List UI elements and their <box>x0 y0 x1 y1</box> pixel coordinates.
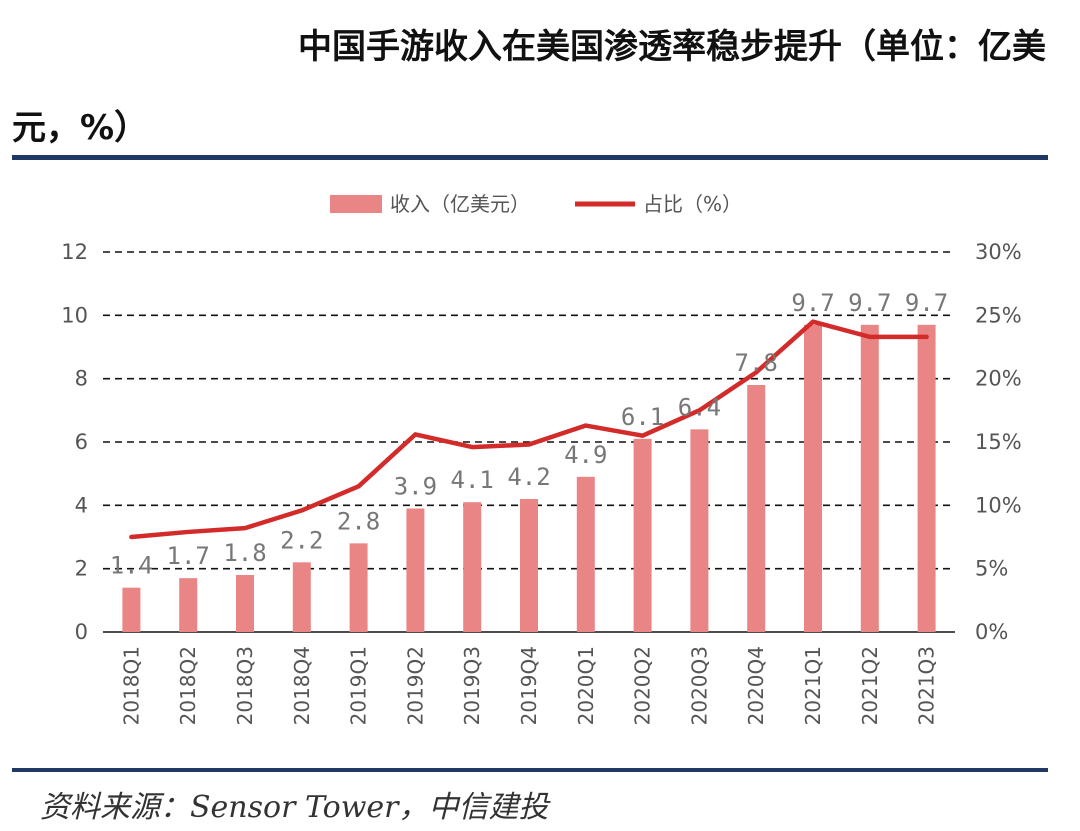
x-tick-label: 2021Q3 <box>915 646 939 725</box>
bar <box>122 587 141 632</box>
bar <box>406 508 425 632</box>
right-tick-label: 10% <box>975 493 1022 517</box>
data-label: 2.2 <box>280 526 323 554</box>
left-axis: 0 2 4 6 8 10 12 <box>61 240 88 644</box>
data-label: 2.8 <box>337 507 380 535</box>
x-tick-label: 2021Q1 <box>801 646 825 725</box>
bar <box>804 324 822 632</box>
left-tick-label: 6 <box>75 430 88 454</box>
bar <box>520 499 538 632</box>
legend: 收入（亿美元） 占比（%） <box>330 192 742 216</box>
data-label: 4.2 <box>507 463 550 491</box>
x-tick-label: 2020Q4 <box>744 646 768 725</box>
right-tick-label: 30% <box>975 240 1022 264</box>
x-axis: 2018Q1 2018Q2 2018Q3 2018Q4 2019Q1 2019Q2 2019… <box>119 646 938 725</box>
top-divider <box>12 155 1048 160</box>
bar <box>747 385 766 632</box>
x-tick-label: 2018Q4 <box>290 646 314 725</box>
combo-chart: 1.4 1.7 1.8 2.2 2.8 3.9 4.1 4.2 4.9 6.1 6.4 7.8 9.7 9… <box>61 192 1022 725</box>
x-tick-label: 2019Q4 <box>517 646 541 725</box>
x-tick-label: 2018Q1 <box>119 646 143 725</box>
x-tick-label: 2020Q2 <box>631 646 655 725</box>
data-label: 9.7 <box>848 289 891 317</box>
data-labels: 1.4 1.7 1.8 2.2 2.8 3.9 4.1 4.2 4.9 6.1 6.4 7.8 9.7 9… <box>110 289 949 580</box>
source-note: 资料来源：Sensor Tower，中信建投 <box>40 790 549 825</box>
legend-bar-label: 收入（亿美元） <box>390 192 530 216</box>
line-series <box>129 319 929 540</box>
left-tick-label: 4 <box>75 493 88 517</box>
share-line <box>129 319 929 540</box>
left-tick-label: 2 <box>75 557 88 581</box>
right-tick-label: 5% <box>975 557 1008 581</box>
right-tick-label: 25% <box>975 303 1022 327</box>
right-tick-label: 20% <box>975 367 1022 391</box>
chart-title: 中国手游收入在美国渗透率稳步提升（单位：亿美 <box>298 27 1046 67</box>
data-label: 1.4 <box>110 552 153 580</box>
x-tick-label: 2018Q3 <box>233 646 257 725</box>
data-label: 1.7 <box>167 542 210 570</box>
bar <box>860 324 879 632</box>
right-tick-label: 15% <box>975 430 1022 454</box>
x-tick-label: 2019Q3 <box>460 646 484 725</box>
x-tick-label: 2019Q1 <box>347 646 371 725</box>
bar <box>179 578 198 632</box>
bar <box>349 543 368 632</box>
data-label: 7.8 <box>735 349 778 377</box>
data-label: 9.7 <box>791 289 834 317</box>
data-label: 6.1 <box>621 403 664 431</box>
x-tick-label: 2020Q1 <box>574 646 598 725</box>
x-tick-label: 2021Q2 <box>858 646 882 725</box>
data-label: 4.1 <box>451 466 494 494</box>
bottom-divider <box>12 768 1048 772</box>
data-label: 9.7 <box>905 289 948 317</box>
left-tick-label: 8 <box>75 367 88 391</box>
data-label: 3.9 <box>394 473 437 501</box>
data-label: 4.9 <box>564 441 607 469</box>
x-tick-label: 2020Q3 <box>687 646 711 725</box>
bar <box>690 429 709 632</box>
x-tick-label: 2019Q2 <box>403 646 427 725</box>
chart-title-continued: 元，%） <box>12 108 149 148</box>
legend-line-label: 占比（%） <box>643 192 742 216</box>
bar <box>463 502 482 632</box>
legend-bar-swatch <box>330 195 382 213</box>
left-tick-label: 10 <box>61 303 88 327</box>
bar <box>292 562 311 632</box>
left-tick-label: 12 <box>61 240 88 264</box>
data-label: 6.4 <box>678 393 721 421</box>
right-tick-label: 0% <box>975 620 1008 644</box>
bar-series <box>122 324 936 632</box>
bar <box>917 324 936 632</box>
right-axis: 0% 5% 10% 15% 20% 25% 30% <box>975 240 1022 644</box>
bar <box>576 476 595 632</box>
x-tick-label: 2018Q2 <box>176 646 200 725</box>
bar <box>633 438 652 632</box>
bar <box>236 575 254 632</box>
data-label: 1.8 <box>223 539 266 567</box>
left-tick-label: 0 <box>75 620 88 644</box>
